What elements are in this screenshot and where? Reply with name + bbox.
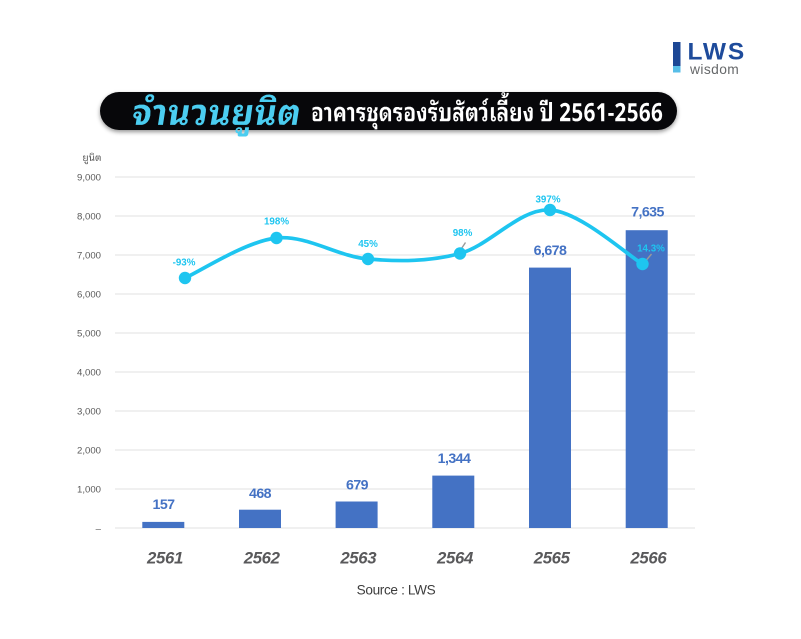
svg-text:7,635: 7,635 bbox=[631, 205, 664, 221]
svg-text:5,000: 5,000 bbox=[77, 328, 101, 339]
svg-text:4,000: 4,000 bbox=[77, 367, 101, 378]
svg-text:2565: 2565 bbox=[533, 549, 571, 568]
svg-text:1,000: 1,000 bbox=[77, 484, 101, 495]
svg-text:2562: 2562 bbox=[243, 549, 281, 568]
svg-text:6,000: 6,000 bbox=[77, 289, 101, 300]
svg-text:2566: 2566 bbox=[629, 549, 667, 568]
svg-text:2561: 2561 bbox=[146, 549, 183, 568]
svg-text:14.3%: 14.3% bbox=[637, 243, 665, 254]
svg-text:2564: 2564 bbox=[436, 549, 474, 568]
svg-text:2,000: 2,000 bbox=[77, 445, 101, 456]
svg-text:8,000: 8,000 bbox=[77, 211, 101, 222]
svg-text:98%: 98% bbox=[453, 228, 473, 239]
svg-text:679: 679 bbox=[346, 478, 369, 494]
svg-text:9,000: 9,000 bbox=[77, 172, 101, 183]
svg-text:3,000: 3,000 bbox=[77, 406, 101, 417]
svg-text:468: 468 bbox=[249, 486, 272, 502]
svg-text:7,000: 7,000 bbox=[77, 250, 101, 261]
svg-text:198%: 198% bbox=[264, 216, 289, 227]
svg-text:-93%: -93% bbox=[173, 257, 196, 268]
svg-text:45%: 45% bbox=[358, 239, 378, 250]
svg-text:wisdom: wisdom bbox=[689, 62, 739, 77]
svg-text:–: – bbox=[96, 523, 102, 534]
svg-text:Source : LWS: Source : LWS bbox=[357, 583, 436, 598]
svg-text:397%: 397% bbox=[535, 194, 560, 205]
svg-text:2563: 2563 bbox=[339, 549, 377, 568]
svg-text:LWS: LWS bbox=[688, 39, 746, 66]
svg-text:157: 157 bbox=[152, 497, 175, 513]
svg-text:6,678: 6,678 bbox=[534, 243, 567, 259]
svg-text:1,344: 1,344 bbox=[438, 451, 471, 467]
